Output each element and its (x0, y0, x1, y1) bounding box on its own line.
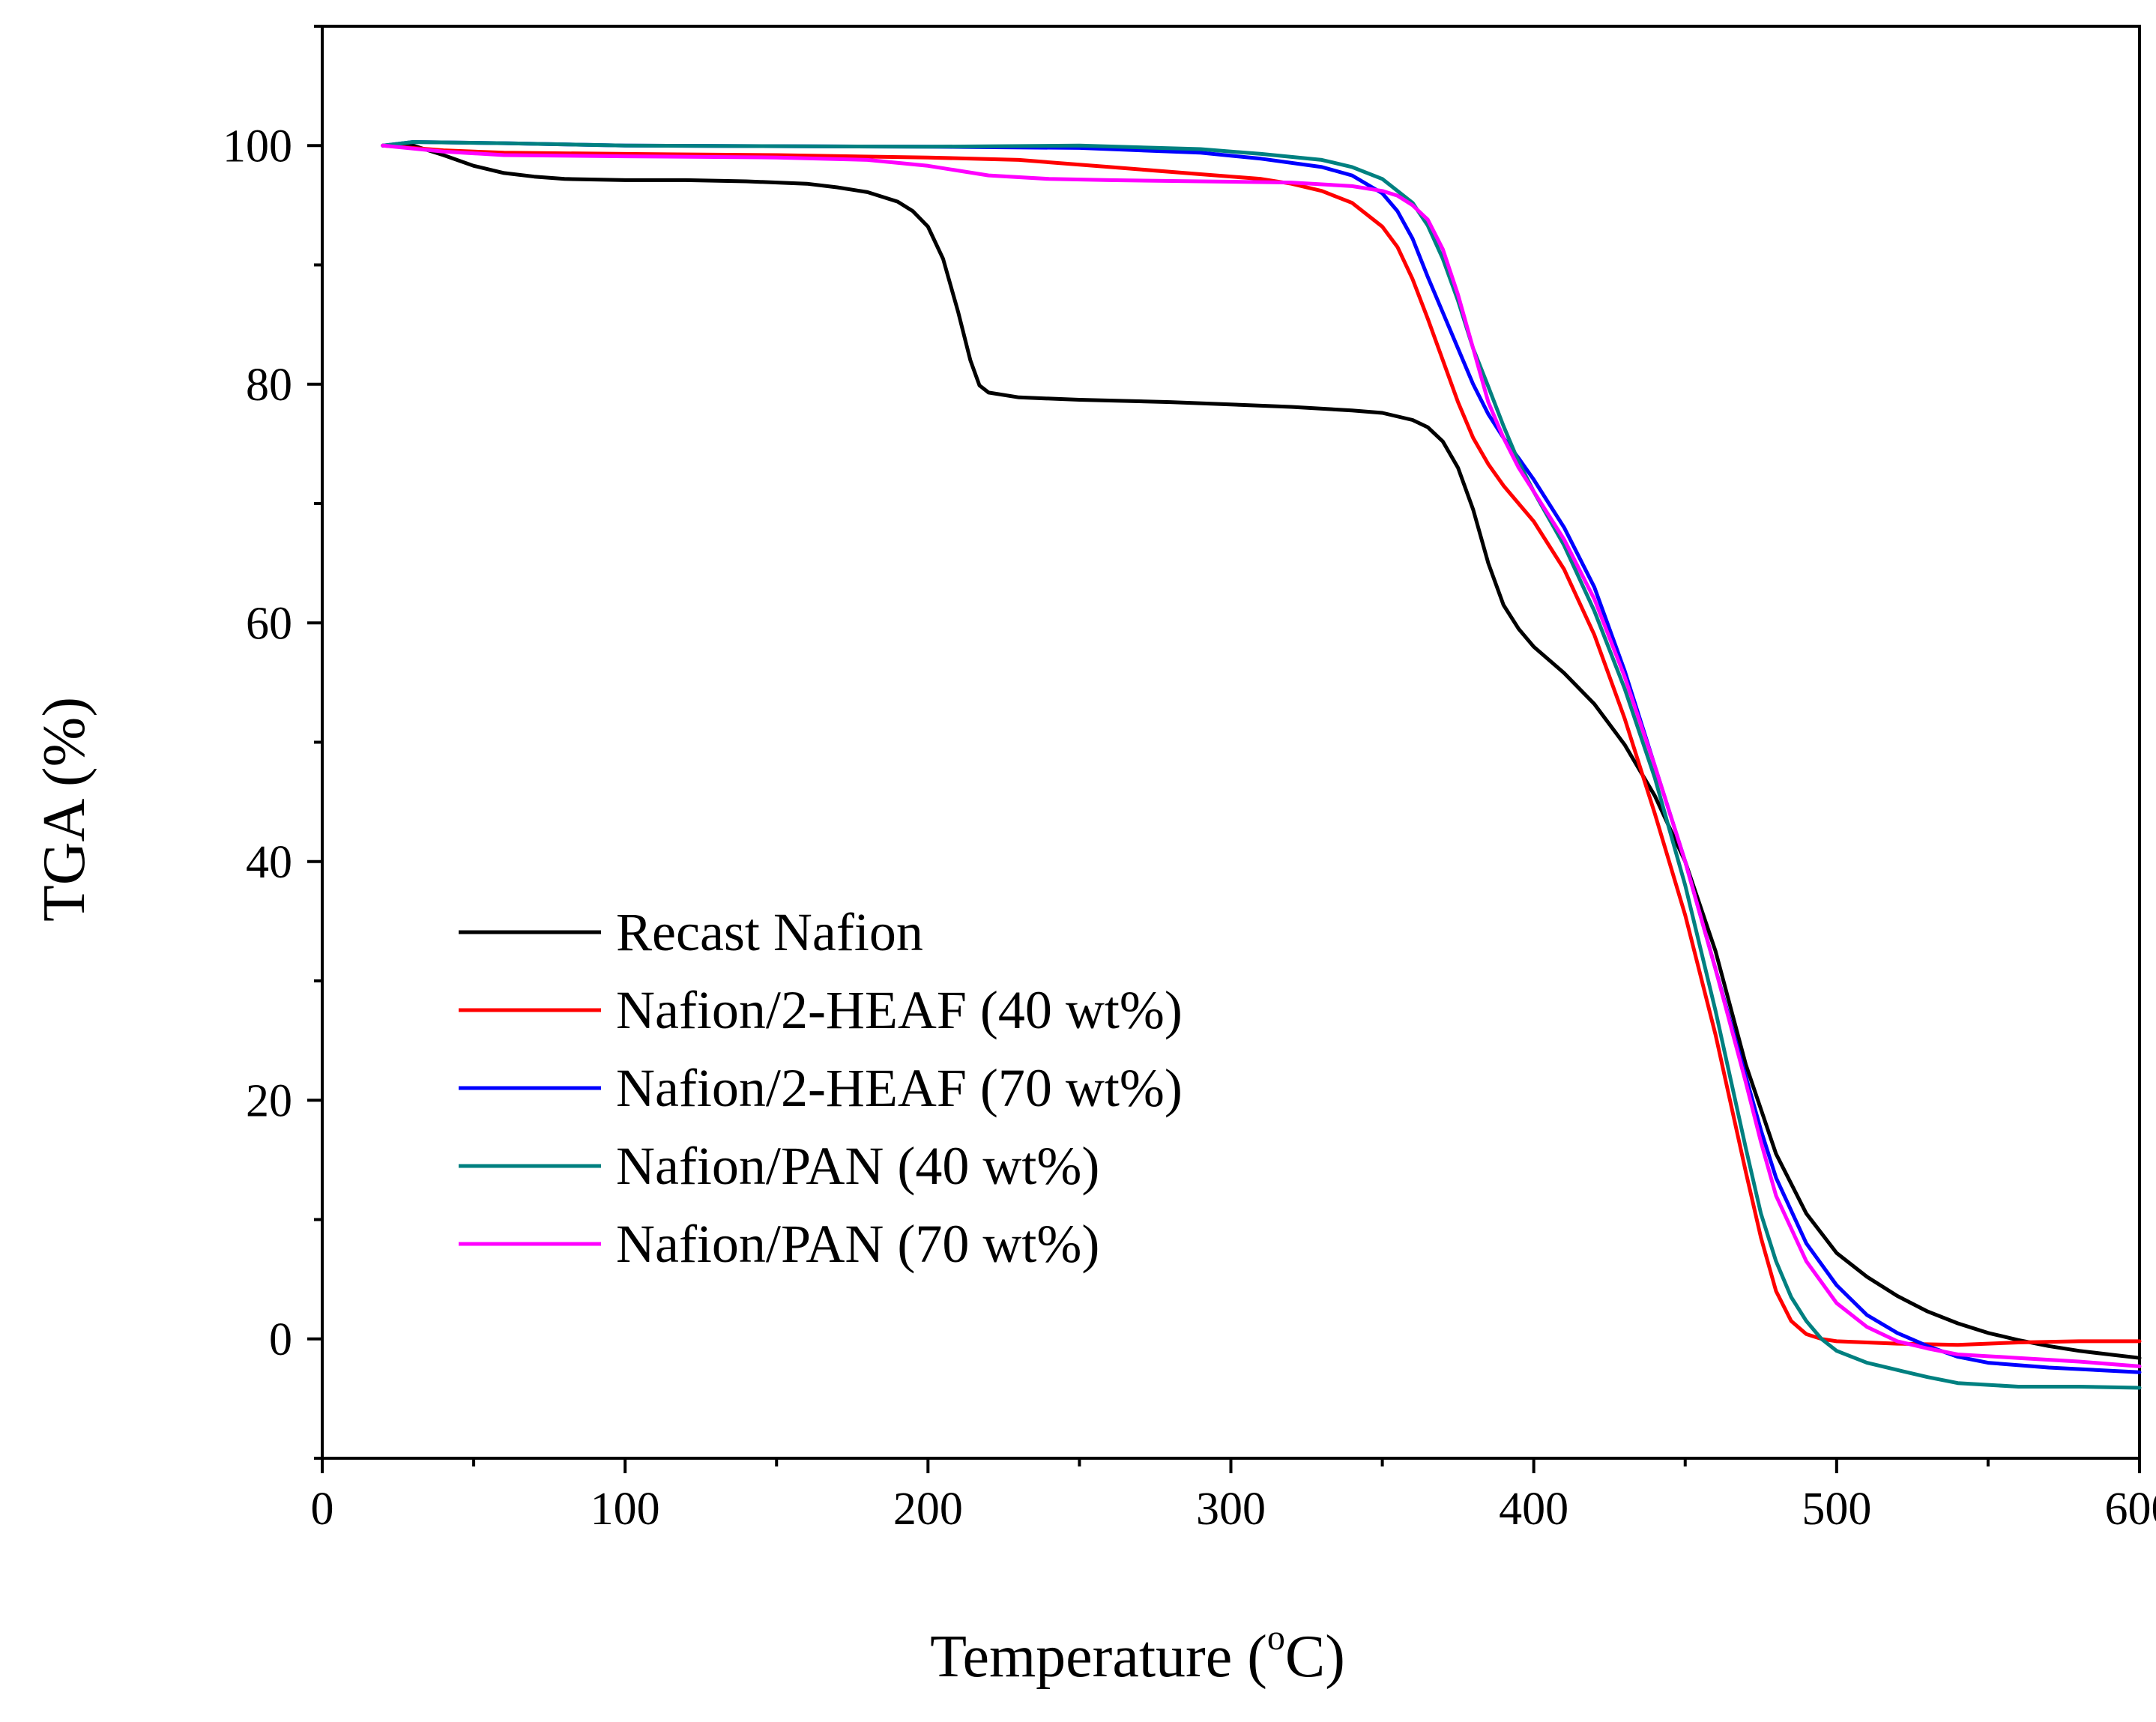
y-tick-label: 80 (246, 360, 292, 411)
legend-label-1: Recast Nafion (616, 902, 923, 962)
legend-label-3: Nafion/2-HEAF (70 wt%) (616, 1058, 1183, 1118)
series-layer (381, 140, 2142, 1390)
ticks-layer (307, 25, 2141, 1473)
y-tick-label: 40 (246, 837, 292, 888)
x-tick-label: 500 (1802, 1484, 1871, 1535)
tick-labels: 0 100 200 300 400 500 600 0 20 40 60 80 100 (223, 121, 2156, 1535)
series-line-5 (381, 143, 2142, 1368)
legend: Recast Nafion Nafion/2-HEAF (40 wt%) Nafio… (459, 902, 1183, 1274)
x-tick-label: 0 (311, 1484, 334, 1535)
y-tick-label: 20 (246, 1075, 292, 1126)
x-tick-label: 400 (1499, 1484, 1568, 1535)
x-tick-label: 600 (2105, 1484, 2156, 1535)
x-axis-title: Temperature (oC) (930, 1618, 1345, 1690)
legend-label-5: Nafion/PAN (70 wt%) (616, 1214, 1099, 1274)
y-tick-label: 100 (223, 121, 292, 172)
x-tick-label: 200 (893, 1484, 963, 1535)
x-tick-label: 300 (1196, 1484, 1266, 1535)
series-line-1 (381, 143, 2142, 1360)
legend-label-4: Nafion/PAN (40 wt%) (616, 1136, 1099, 1196)
legend-label-2: Nafion/2-HEAF (40 wt%) (616, 980, 1183, 1040)
x-tick-label: 100 (591, 1484, 660, 1535)
series-line-2 (381, 143, 2142, 1347)
y-axis-title: TGA (%) (31, 697, 97, 922)
y-tick-label: 60 (246, 598, 292, 649)
y-tick-label: 0 (269, 1314, 292, 1365)
